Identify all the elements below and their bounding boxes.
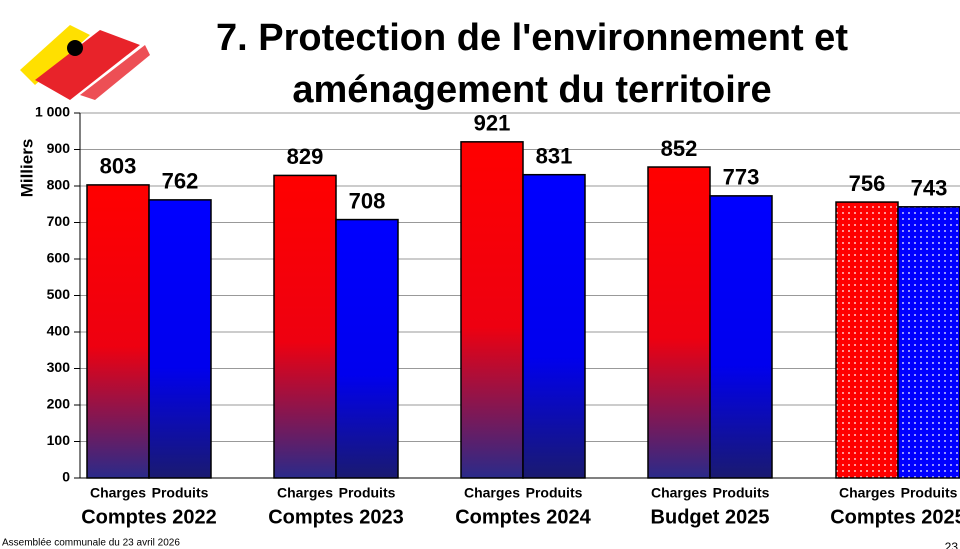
value-label: 743: [911, 176, 948, 201]
series-label: Produits: [713, 485, 770, 501]
series-label: Charges: [277, 485, 333, 501]
y-tick-label: 800: [47, 177, 71, 193]
bar: [522, 173, 586, 479]
title-line: 7. Protection de l'environnement et: [216, 17, 848, 59]
y-tick-label: 200: [47, 396, 71, 412]
bar: [273, 174, 337, 479]
x-tick-label: Comptes 2022: [81, 506, 217, 528]
series-label: Produits: [901, 485, 958, 501]
y-tick-label: 300: [47, 359, 71, 375]
y-tick-label: 700: [47, 213, 71, 229]
bar: [897, 206, 960, 479]
series-label: Charges: [839, 485, 895, 501]
x-tick-label: Budget 2025: [651, 506, 770, 528]
bar: [148, 199, 212, 479]
y-tick-label: 400: [47, 323, 71, 339]
value-label: 708: [349, 188, 386, 213]
series-label: Produits: [152, 485, 209, 501]
bar: [460, 141, 524, 479]
y-axis-label: Milliers: [17, 139, 36, 198]
bar: [335, 218, 399, 479]
value-label: 829: [287, 144, 324, 169]
value-label: 803: [100, 154, 137, 179]
x-tick-label: Comptes 2023: [268, 506, 404, 528]
value-label: 852: [661, 136, 698, 161]
series-label: Charges: [90, 485, 146, 501]
page-number: 23: [945, 540, 959, 549]
y-tick-label: 900: [47, 140, 71, 156]
bar: [835, 201, 899, 479]
bar: [647, 166, 711, 479]
y-tick-label: 500: [47, 286, 71, 302]
value-label: 831: [536, 143, 573, 168]
y-tick-label: 1 000: [35, 104, 70, 120]
series-label: Produits: [526, 485, 583, 501]
y-tick-label: 0: [62, 469, 70, 485]
logo: [20, 25, 150, 100]
bar: [709, 195, 773, 479]
series-label: Charges: [651, 485, 707, 501]
series-label: Charges: [464, 485, 520, 501]
value-label: 762: [162, 169, 199, 194]
y-tick-label: 600: [47, 250, 71, 266]
value-label: 773: [723, 165, 760, 190]
footer: Assemblée communale du 23 avril 2026: [2, 538, 180, 549]
value-label: 921: [474, 111, 511, 136]
x-tick-label: Comptes 2024: [455, 506, 591, 528]
value-label: 756: [849, 171, 886, 196]
y-tick-label: 100: [47, 432, 71, 448]
title-line: aménagement du territoire: [292, 69, 771, 111]
series-label: Produits: [339, 485, 396, 501]
x-tick-label: Comptes 2025: [830, 506, 960, 528]
bar: [86, 184, 150, 479]
